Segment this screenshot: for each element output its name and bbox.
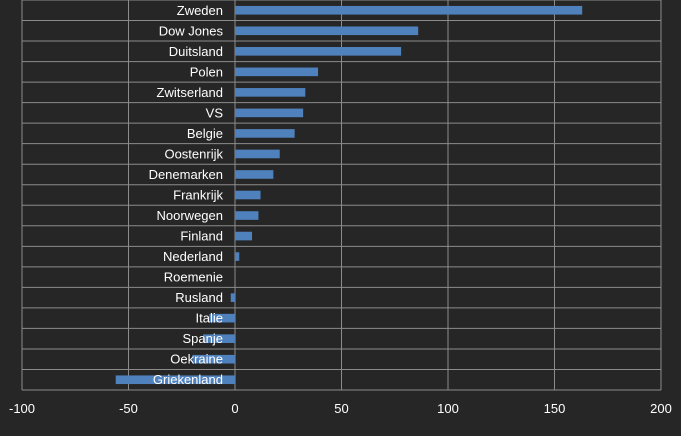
x-tick-label-4: 100 [437, 401, 459, 416]
bar-polen [235, 67, 319, 77]
x-tick-label-6: 200 [650, 401, 672, 416]
category-labels: Zweden Dow Jones Duitsland Polen Zwitserland… [149, 3, 224, 387]
category-label-belgie: Belgie [187, 126, 223, 141]
x-tick-label-3: 50 [334, 401, 348, 416]
category-label-denemarken: Denemarken [149, 167, 223, 182]
x-tick-label-5: 150 [544, 401, 566, 416]
bar-dow-jones [235, 26, 419, 36]
grid-layer [21, 0, 662, 391]
bar-zweden [235, 5, 583, 15]
bar-frankrijk [235, 190, 261, 200]
category-label-finland: Finland [180, 229, 223, 244]
category-label-oostenrijk: Oostenrijk [164, 146, 223, 161]
category-label-rusland: Rusland [175, 290, 223, 305]
x-tick-label-0: -100 [9, 401, 35, 416]
x-tick-label-1: -50 [119, 401, 138, 416]
category-label-oekraine: Oekraine [170, 352, 223, 367]
bar-italie [209, 313, 235, 323]
category-label-zwitserland: Zwitserland [157, 85, 223, 100]
category-label-polen: Polen [190, 64, 223, 79]
category-label-griekenland: Griekenland [153, 372, 223, 387]
bar-griekenland [115, 375, 235, 385]
bar-oekraine [192, 354, 235, 364]
category-label-dow-jones: Dow Jones [159, 23, 224, 38]
bar-finland [235, 231, 253, 241]
bar-vs [235, 108, 304, 118]
bar-belgie [235, 129, 295, 138]
category-label-spanje: Spanje [183, 331, 223, 346]
bars-layer [115, 5, 583, 385]
category-label-roemenie: Roemenie [164, 270, 223, 285]
category-label-italie: Italie [196, 311, 223, 326]
bar-zwitserland [235, 88, 306, 97]
category-label-vs: VS [206, 105, 224, 120]
bar-rusland [230, 293, 235, 302]
bar-duitsland [235, 47, 402, 56]
x-axis-tick-labels: -100 -50 0 50 100 150 200 [9, 401, 672, 416]
category-label-duitsland: Duitsland [169, 44, 223, 59]
bar-oostenrijk [235, 149, 280, 159]
category-label-zweden: Zweden [177, 3, 223, 18]
category-label-frankrijk: Frankrijk [173, 188, 223, 203]
category-label-nederland: Nederland [163, 249, 223, 264]
x-tick-label-2: 0 [231, 401, 238, 416]
bar-denemarken [235, 170, 274, 179]
bar-noorwegen [235, 211, 259, 220]
category-label-noorwegen: Noorwegen [157, 208, 224, 223]
bar-spanje [203, 334, 235, 343]
bar-nederland [235, 252, 240, 261]
